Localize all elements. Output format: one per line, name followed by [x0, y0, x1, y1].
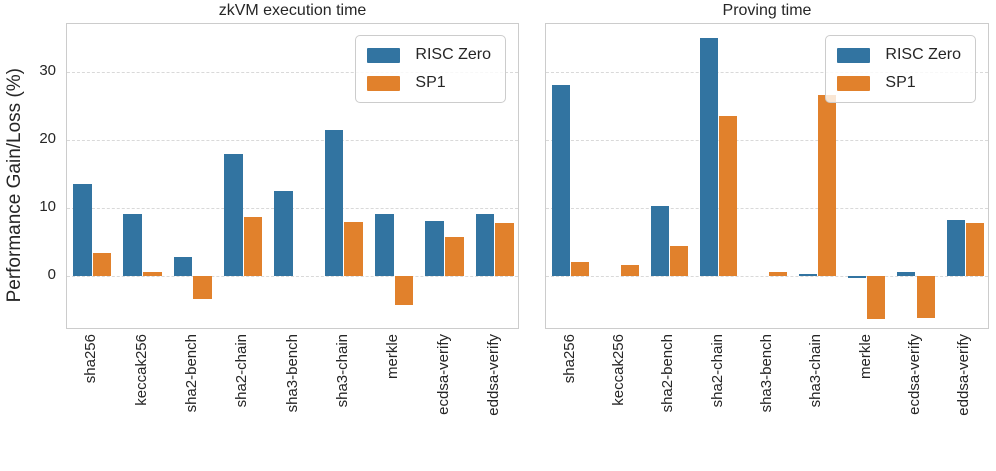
gridline-y30: [67, 72, 518, 74]
x-tick-label-sha256: sha256: [82, 334, 100, 384]
legend-label: SP1: [885, 74, 916, 91]
bar-sp1-sha2-bench: [193, 276, 212, 300]
bar-sp1-sha2-bench: [669, 245, 689, 277]
x-tick-label-eddsa-verify: eddsa-verify: [955, 334, 973, 416]
bar-risc-zero-merkle: [375, 213, 394, 277]
x-tick-label-sha2-chain: sha2-chain: [708, 334, 726, 408]
bar-sp1-sha256: [571, 262, 590, 277]
bar-risc-zero-keccak256: [123, 213, 142, 277]
legend-row: RISC Zero: [837, 46, 961, 64]
bar-risc-zero-sha3-bench: [274, 191, 293, 277]
legend-swatch-icon: [837, 47, 871, 63]
gridline-y10: [546, 208, 988, 210]
x-tick-label-merkle: merkle: [384, 334, 402, 380]
bar-sp1-sha2-chain: [719, 116, 738, 277]
legend-label: RISC Zero: [415, 46, 491, 63]
legend-row: SP1: [367, 74, 491, 92]
legend-row: RISC Zero: [367, 46, 491, 64]
bar-sp1-keccak256: [620, 264, 639, 277]
y-tick-label: 30: [39, 62, 56, 80]
legend: RISC Zero SP1: [825, 35, 976, 103]
bar-risc-zero-sha256: [551, 84, 571, 277]
x-tick-label-ecdsa-verify: ecdsa-verify: [906, 334, 923, 415]
x-tick-label-keccak256: keccak256: [610, 334, 627, 406]
bar-risc-zero-merkle: [847, 276, 867, 278]
bar-sp1-sha256: [92, 253, 112, 277]
x-tick-label-sha3-bench: sha3-bench: [758, 334, 775, 413]
bar-risc-zero-sha256: [73, 183, 92, 277]
gridline-y30: [546, 72, 988, 74]
plot-title: Proving time: [722, 2, 812, 19]
legend-swatch-icon: [367, 47, 401, 63]
legend-label: RISC Zero: [885, 46, 961, 63]
bar-sp1-ecdsa-verify: [916, 276, 935, 318]
x-tick-label-sha2-bench: sha2-bench: [182, 334, 200, 413]
bar-risc-zero-sha2-chain: [224, 153, 243, 277]
bar-risc-zero-sha3-chain: [798, 273, 817, 277]
x-tick-label-sha3-chain: sha3-chain: [333, 334, 351, 408]
gridline-y20: [67, 140, 518, 142]
bar-sp1-sha3-bench: [768, 271, 787, 277]
plot-title: zkVM execution time: [218, 2, 367, 19]
bar-sp1-sha2-chain: [243, 217, 263, 277]
y-tick-label: 10: [39, 198, 56, 216]
bar-sp1-eddsa-verify: [495, 223, 514, 277]
x-tick-label-eddsa-verify: eddsa-verify: [484, 334, 502, 416]
legend-swatch-icon: [837, 75, 871, 91]
legend-label: SP1: [415, 74, 446, 91]
bar-risc-zero-sha2-chain: [699, 38, 719, 277]
x-tick-label-ecdsa-verify: ecdsa-verify: [434, 334, 452, 415]
bar-sp1-sha3-chain: [344, 221, 363, 277]
x-tick-label-sha3-bench: sha3-bench: [283, 334, 301, 413]
x-tick-label-merkle: merkle: [856, 334, 874, 380]
bar-sp1-ecdsa-verify: [445, 236, 464, 277]
x-tick-label-sha3-chain: sha3-chain: [807, 334, 825, 408]
bar-risc-zero-sha2-bench: [173, 256, 193, 277]
x-tick-label-sha2-bench: sha2-bench: [659, 334, 677, 413]
bar-sp1-sha3-chain: [817, 95, 837, 277]
legend: RISC Zero SP1: [355, 35, 506, 103]
bar-risc-zero-sha3-chain: [324, 130, 344, 277]
legend-swatch-icon: [367, 75, 401, 91]
gridline-y0: [546, 276, 988, 278]
bar-risc-zero-eddsa-verify: [475, 213, 495, 277]
x-tick-label-keccak256: keccak256: [132, 334, 150, 406]
gridline-y0: [67, 276, 518, 278]
y-tick-label: 20: [39, 130, 56, 148]
plot-area: RISC Zero SP1: [545, 23, 989, 329]
bar-sp1-keccak256: [143, 272, 162, 277]
plot-area: RISC Zero SP1: [66, 23, 519, 329]
bar-risc-zero-eddsa-verify: [946, 219, 965, 277]
bar-risc-zero-ecdsa-verify: [897, 272, 916, 277]
bar-risc-zero-sha2-bench: [650, 206, 669, 277]
y-axis-label: Performance Gain/Loss (%): [4, 67, 25, 303]
bar-sp1-eddsa-verify: [965, 223, 985, 277]
bar-risc-zero-ecdsa-verify: [425, 220, 444, 277]
legend-row: SP1: [837, 74, 961, 92]
bar-sp1-merkle: [394, 276, 414, 305]
y-tick-label: 0: [47, 266, 56, 284]
gridline-y20: [546, 140, 988, 142]
bar-sp1-merkle: [867, 276, 886, 320]
x-tick-label-sha2-chain: sha2-chain: [233, 334, 251, 408]
x-tick-label-sha256: sha256: [560, 334, 578, 384]
